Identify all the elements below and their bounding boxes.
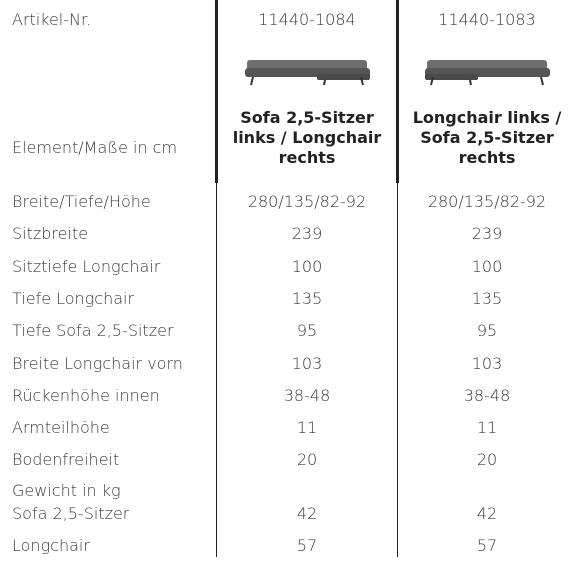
value: 280/135/82-92 — [399, 192, 575, 212]
row-label: Sitztiefe Longchair — [12, 257, 160, 277]
element-name: Longchair links / Sofa 2,5-Sitzer rechts — [399, 108, 575, 168]
value: 42 — [218, 504, 396, 524]
row-label: Longchair — [12, 536, 90, 556]
row-label: Breite/Tiefe/Höhe — [12, 192, 151, 212]
element-name-text: Sofa 2,5-Sitzer links / Longchair rechts — [227, 108, 387, 168]
row-label: Tiefe Sofa 2,5-Sitzer — [12, 321, 174, 341]
value: 103 — [399, 354, 575, 374]
value: 42 — [399, 504, 575, 524]
column-divider — [397, 183, 398, 557]
value: 280/135/82-92 — [218, 192, 396, 212]
value: 95 — [218, 321, 396, 341]
row-label: Gewicht in kg — [12, 481, 121, 501]
article-number: 11440-1084 — [218, 10, 396, 30]
value: 20 — [218, 450, 396, 470]
value: 239 — [218, 224, 396, 244]
row-label: Sitzbreite — [12, 224, 88, 244]
article-number: 11440-1083 — [399, 10, 575, 30]
value: 135 — [399, 289, 575, 309]
sofa-image — [245, 54, 370, 86]
element-name: Sofa 2,5-Sitzer links / Longchair rechts — [218, 108, 396, 168]
value: 103 — [218, 354, 396, 374]
row-label: Breite Longchair vorn — [12, 354, 183, 374]
element-name-text: Longchair links / Sofa 2,5-Sitzer rechts — [407, 108, 567, 168]
value: 135 — [218, 289, 396, 309]
row-label: Sofa 2,5-Sitzer — [12, 504, 129, 524]
value: 11 — [399, 418, 575, 438]
row-label: Tiefe Longchair — [12, 289, 134, 309]
value: 38-48 — [218, 386, 396, 406]
row-label: Artikel-Nr. — [12, 10, 91, 30]
value: 95 — [399, 321, 575, 341]
value: 100 — [399, 257, 575, 277]
sofa-image — [425, 54, 550, 86]
row-label: Element/Maße in cm — [12, 138, 177, 158]
row-label: Bodenfreiheit — [12, 450, 119, 470]
value: 57 — [399, 536, 575, 556]
value: 11 — [218, 418, 396, 438]
value: 239 — [399, 224, 575, 244]
row-label: Armteilhöhe — [12, 418, 110, 438]
spec-table: Artikel-Nr. 11440-108411440-1083 Element/M… — [0, 0, 575, 561]
value: 20 — [399, 450, 575, 470]
value: 100 — [218, 257, 396, 277]
row-label: Rückenhöhe innen — [12, 386, 160, 406]
value: 38-48 — [399, 386, 575, 406]
column-divider — [216, 183, 217, 557]
value: 57 — [218, 536, 396, 556]
